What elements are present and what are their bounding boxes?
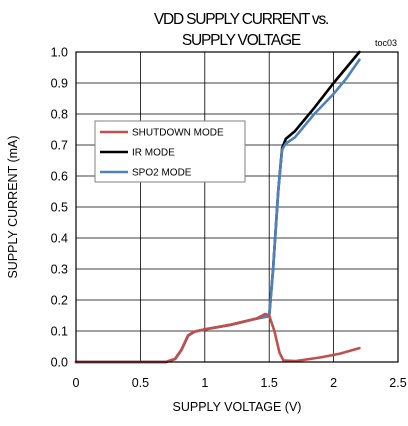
- chart-title-line-2: SUPPLY VOLTAGE: [182, 32, 301, 49]
- y-tick-label: 1.0: [51, 46, 68, 60]
- legend: SHUTDOWN MODE IR MODE SPO2 MODE: [94, 120, 246, 183]
- x-tick-label: 1: [201, 376, 208, 390]
- y-tick-label: 0.8: [51, 108, 68, 122]
- series-lines: [74, 50, 361, 364]
- y-tick-label: 0.4: [51, 232, 68, 246]
- x-tick-labels: 0 0.5 1 1.5 2 2.5: [73, 376, 407, 390]
- legend-label: SPO2 MODE: [132, 168, 192, 179]
- x-tick-label: 2: [330, 376, 337, 390]
- legend-label: IR MODE: [132, 148, 175, 159]
- y-tick-labels: 0.0 0.1 0.2 0.3 0.4 0.5 0.6 0.7 0.8 0.9 1.0: [51, 46, 68, 370]
- series-line-shutdown-mode: [74, 312, 361, 364]
- y-tick-label: 0.7: [51, 139, 68, 153]
- y-tick-label: 0.2: [51, 294, 68, 308]
- y-tick-label: 0.6: [51, 170, 68, 184]
- chart-tag: toc03: [375, 38, 397, 48]
- x-tick-label: 1.5: [261, 376, 278, 390]
- y-axis-label: SUPPLY CURRENT (mA): [6, 135, 20, 278]
- chart-title-line-1: VDD SUPPLY CURRENT vs.: [154, 11, 328, 28]
- x-axis-label: SUPPLY VOLTAGE (V): [173, 400, 302, 414]
- x-tick-label: 0: [73, 376, 80, 390]
- x-tick-label: 2.5: [389, 376, 406, 390]
- y-tick-label: 0.0: [51, 356, 68, 370]
- y-tick-label: 0.5: [51, 201, 68, 215]
- x-tick-label: 0.5: [132, 376, 149, 390]
- legend-label: SHUTDOWN MODE: [132, 128, 224, 139]
- plot-frame: [75, 51, 399, 363]
- grid: [75, 51, 399, 363]
- y-tick-label: 0.3: [51, 263, 68, 277]
- y-tick-label: 0.1: [51, 325, 68, 339]
- y-tick-label: 0.9: [51, 77, 68, 91]
